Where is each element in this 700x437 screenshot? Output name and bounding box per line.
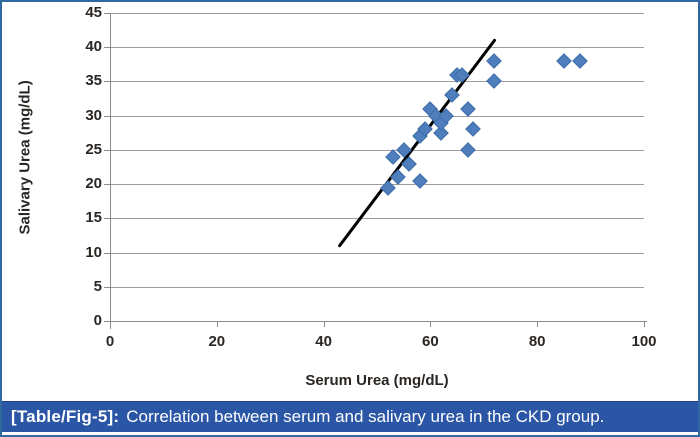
y-axis-title: Salivary Urea (mg/dL) — [16, 80, 34, 235]
caption-label: [Table/Fig-5]: — [11, 407, 120, 426]
y-tick-label: 30 — [85, 106, 102, 124]
x-tick-label: 80 — [528, 333, 546, 350]
y-tick-mark — [104, 218, 110, 220]
x-tick-label: 20 — [208, 333, 226, 350]
y-tick-label: 40 — [85, 38, 102, 56]
y-tick-mark — [104, 286, 110, 288]
gridline — [110, 286, 644, 288]
caption-text: Correlation between serum and salivary u… — [126, 407, 605, 426]
y-tick-label: 10 — [85, 243, 102, 261]
y-tick-mark — [104, 252, 110, 254]
scatter-chart: 0 5 10 15 20 25 30 35 40 45 0 20 40 60 80 100 Salivary… — [2, 2, 698, 402]
y-tick-label: 25 — [85, 140, 102, 158]
y-tick-mark — [104, 13, 110, 14]
y-axis-line — [110, 13, 111, 329]
gridline — [110, 47, 644, 49]
x-tick-mark — [537, 321, 539, 327]
gridline — [110, 184, 644, 186]
x-tick-label: 100 — [631, 333, 657, 350]
gridline — [110, 218, 644, 220]
gridline — [110, 81, 644, 83]
x-tick-mark — [216, 321, 218, 327]
gridline — [110, 252, 644, 254]
x-tick-label: 0 — [105, 333, 115, 350]
x-tick-mark — [644, 321, 645, 327]
gridline — [110, 115, 644, 117]
y-tick-mark — [104, 149, 110, 151]
y-tick-label: 35 — [85, 72, 102, 90]
y-tick-label: 5 — [93, 277, 102, 295]
y-tick-mark — [104, 47, 110, 49]
x-tick-label: 40 — [315, 333, 332, 350]
plot-area — [110, 13, 644, 321]
x-tick-mark — [323, 321, 325, 327]
x-tick-label: 60 — [422, 333, 439, 350]
y-tick-label: 45 — [85, 4, 102, 21]
gridline — [110, 13, 644, 14]
y-tick-label: 20 — [85, 175, 102, 193]
y-tick-mark — [104, 321, 110, 322]
y-tick-label: 15 — [85, 209, 102, 227]
x-axis-line — [107, 321, 647, 322]
y-tick-mark — [104, 115, 110, 117]
figure-caption: [Table/Fig-5]: Correlation between serum… — [2, 401, 698, 432]
x-axis-title: Serum Urea (mg/dL) — [305, 372, 449, 389]
y-tick-mark — [104, 81, 110, 83]
x-tick-mark — [430, 321, 432, 327]
gridline — [110, 149, 644, 151]
y-tick-label: 0 — [93, 312, 102, 329]
y-tick-mark — [104, 184, 110, 186]
